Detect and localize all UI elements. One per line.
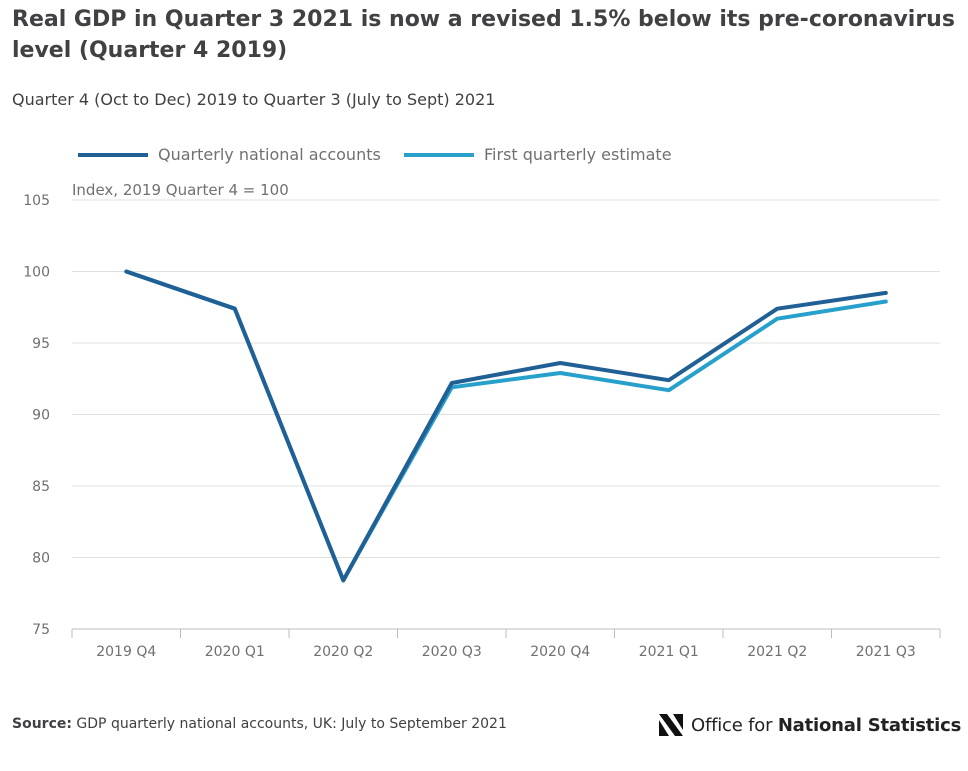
x-axis: 2019 Q4 2020 Q1 2020 Q2 2020 Q3 2020 Q4 2021 … bbox=[71, 628, 941, 660]
logo-text-strong: National Statistics bbox=[777, 714, 962, 736]
x-tick-label: 2021 Q3 bbox=[856, 644, 916, 660]
source-label: Source: bbox=[12, 716, 72, 732]
x-tick-label: 2020 Q2 bbox=[313, 644, 373, 660]
y-tick-label: 80 bbox=[32, 551, 50, 567]
y-axis-ticks: 105 100 95 90 85 80 75 bbox=[23, 193, 50, 638]
y-axis-label: Index, 2019 Quarter 4 = 100 bbox=[72, 181, 289, 199]
x-tick-label: 2020 Q1 bbox=[205, 644, 265, 660]
y-tick-label: 85 bbox=[32, 479, 50, 495]
chart-subtitle: Quarter 4 (Oct to Dec) 2019 to Quarter 3… bbox=[12, 90, 496, 109]
series-line-0 bbox=[124, 269, 888, 583]
y-tick-label: 100 bbox=[23, 265, 50, 281]
series-lines bbox=[124, 269, 888, 583]
legend-label-0: Quarterly national accounts bbox=[158, 145, 381, 164]
y-tick-label: 95 bbox=[32, 336, 50, 352]
source-text: GDP quarterly national accounts, UK: Jul… bbox=[76, 716, 507, 732]
x-tick-label: 2019 Q4 bbox=[96, 644, 156, 660]
y-tick-label: 90 bbox=[32, 408, 50, 424]
y-tick-label: 105 bbox=[23, 193, 50, 209]
legend-label-1: First quarterly estimate bbox=[484, 145, 672, 164]
source-note: Source: GDP quarterly national accounts,… bbox=[12, 716, 507, 732]
legend: Quarterly national accounts First quarter… bbox=[78, 145, 672, 164]
logo-text: Office for National Statistics bbox=[691, 715, 961, 736]
chart-title: Real GDP in Quarter 3 2021 is now a revi… bbox=[12, 7, 955, 63]
y-tick-label: 75 bbox=[32, 622, 50, 638]
ons-logo-icon bbox=[657, 711, 685, 739]
x-tick-label: 2021 Q2 bbox=[747, 644, 807, 660]
x-tick-label: 2021 Q1 bbox=[639, 644, 699, 660]
x-tick-label: 2020 Q4 bbox=[530, 644, 590, 660]
x-tick-label: 2020 Q3 bbox=[422, 644, 482, 660]
line-chart: Quarterly national accounts First quarter… bbox=[23, 145, 941, 660]
gridlines bbox=[72, 199, 940, 558]
logo-text-prefix: Office for bbox=[691, 714, 778, 736]
ons-logo: Office for National Statistics bbox=[657, 710, 961, 740]
